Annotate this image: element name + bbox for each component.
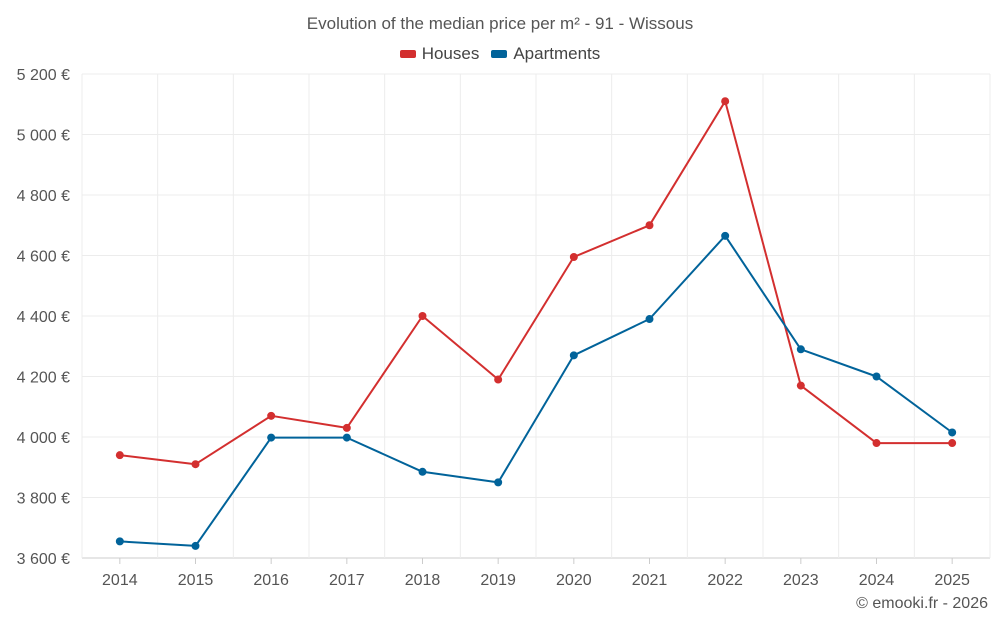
y-tick-label: 5 000 € [17, 128, 70, 145]
y-tick-label: 3 600 € [17, 551, 70, 568]
legend-label-houses: Houses [421, 44, 480, 63]
series-line-apartments [119, 234, 953, 547]
data-point-apartments [721, 231, 730, 240]
x-tick-label: 2019 [480, 572, 516, 589]
legend-item-houses[interactable]: Houses [399, 44, 480, 64]
data-point-apartments [267, 433, 276, 442]
data-point-apartments [418, 467, 427, 476]
x-tick-label: 2025 [934, 572, 970, 589]
data-point-apartments [645, 315, 654, 324]
data-point-apartments [796, 345, 805, 354]
data-point-houses [569, 253, 578, 262]
x-tick-label: 2017 [329, 572, 365, 589]
data-point-apartments [342, 433, 351, 442]
legend-label-apartments: Apartments [513, 44, 601, 63]
x-tick-label: 2021 [632, 572, 668, 589]
data-point-apartments [115, 537, 124, 546]
y-tick-label: 5 200 € [17, 67, 70, 84]
data-point-apartments [872, 372, 881, 381]
data-point-apartments [494, 478, 503, 487]
y-tick-label: 4 400 € [17, 309, 70, 326]
y-tick-label: 4 000 € [17, 430, 70, 447]
y-tick-label: 4 800 € [17, 188, 70, 205]
chart-title: Evolution of the median price per m² - 9… [306, 14, 694, 33]
y-tick-label: 4 600 € [17, 249, 70, 266]
data-point-houses [191, 460, 200, 469]
series-line-houses [119, 100, 953, 466]
data-point-apartments [569, 351, 578, 360]
data-point-houses [796, 381, 805, 390]
x-tick-label: 2023 [783, 572, 819, 589]
legend-swatch-apartments [491, 50, 508, 58]
data-point-houses [721, 97, 730, 106]
y-tick-label: 4 200 € [17, 370, 70, 387]
data-point-houses [872, 439, 881, 448]
chart-legend: Houses Apartments [0, 44, 1000, 64]
x-tick-label: 2014 [102, 572, 138, 589]
data-point-houses [342, 423, 351, 432]
data-point-houses [115, 451, 124, 460]
data-point-houses [494, 375, 503, 384]
data-point-houses [948, 439, 957, 448]
credit-text: © emooki.fr - 2026 [856, 595, 988, 612]
data-point-houses [645, 221, 654, 230]
legend-swatch-houses [399, 50, 416, 58]
data-point-houses [267, 411, 276, 420]
data-point-apartments [948, 428, 957, 437]
legend-item-apartments[interactable]: Apartments [491, 44, 600, 64]
x-tick-label: 2015 [178, 572, 214, 589]
y-tick-label: 3 800 € [17, 491, 70, 508]
x-tick-label: 2020 [556, 572, 592, 589]
data-point-apartments [191, 541, 200, 550]
x-tick-label: 2022 [707, 572, 743, 589]
x-tick-label: 2016 [253, 572, 289, 589]
x-tick-label: 2024 [859, 572, 895, 589]
x-tick-label: 2018 [405, 572, 441, 589]
data-point-houses [418, 312, 427, 320]
